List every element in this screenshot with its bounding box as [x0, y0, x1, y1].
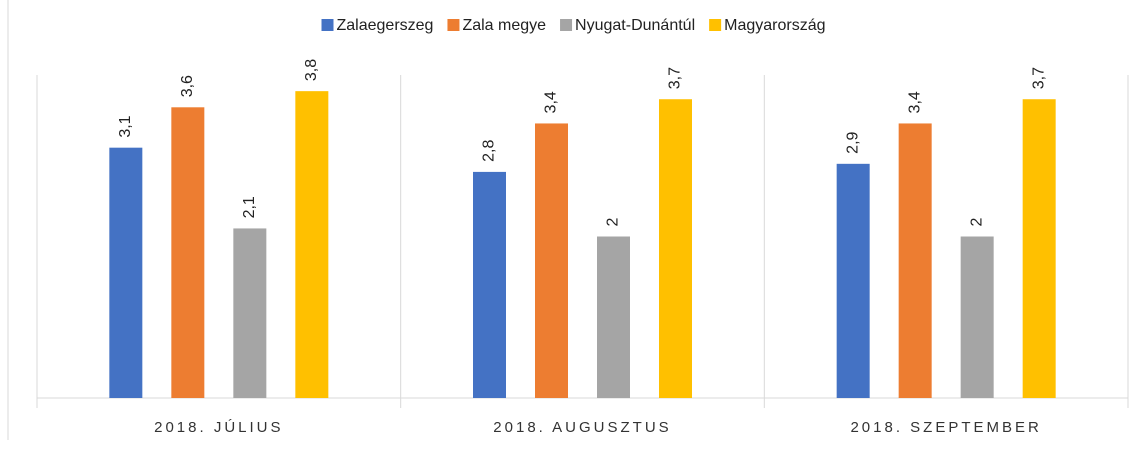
bar	[233, 228, 267, 398]
data-label: 2,1	[241, 196, 258, 218]
data-label: 2,9	[844, 131, 861, 153]
data-label: 2,8	[481, 140, 498, 162]
bar	[171, 107, 205, 399]
bar	[836, 163, 870, 398]
data-label: 3,7	[667, 67, 684, 89]
data-label: 2	[968, 218, 985, 227]
legend-label: Zalaegerszeg	[337, 17, 434, 34]
data-label: 3,7	[1030, 67, 1047, 89]
legend-label: Magyarország	[724, 17, 825, 34]
bar	[597, 236, 630, 398]
bar	[473, 171, 506, 398]
bar	[295, 91, 329, 399]
data-label: 3,4	[906, 91, 923, 113]
data-label: 3,8	[303, 59, 320, 81]
bar	[109, 147, 143, 398]
data-label: 2	[605, 218, 622, 227]
x-tick-label: 2018. AUGUSZTUS	[493, 419, 671, 436]
legend-label: Nyugat-Dunántúl	[575, 17, 695, 34]
x-tick-label: 2018. SZEPTEMBER	[850, 419, 1041, 436]
data-label: 3,6	[179, 75, 196, 97]
bar	[535, 123, 568, 398]
bar	[898, 123, 932, 398]
legend-swatch	[447, 19, 460, 31]
bar	[960, 236, 994, 398]
legend-swatch	[709, 19, 722, 31]
bar	[1022, 99, 1056, 398]
legend-label: Zala megye	[462, 17, 546, 34]
x-tick-label: 2018. JÚLIUS	[154, 419, 283, 436]
bar	[659, 99, 692, 398]
legend-swatch	[321, 19, 334, 31]
legend-swatch	[560, 19, 573, 31]
data-label: 3,4	[543, 91, 560, 113]
data-label: 3,1	[117, 115, 134, 137]
